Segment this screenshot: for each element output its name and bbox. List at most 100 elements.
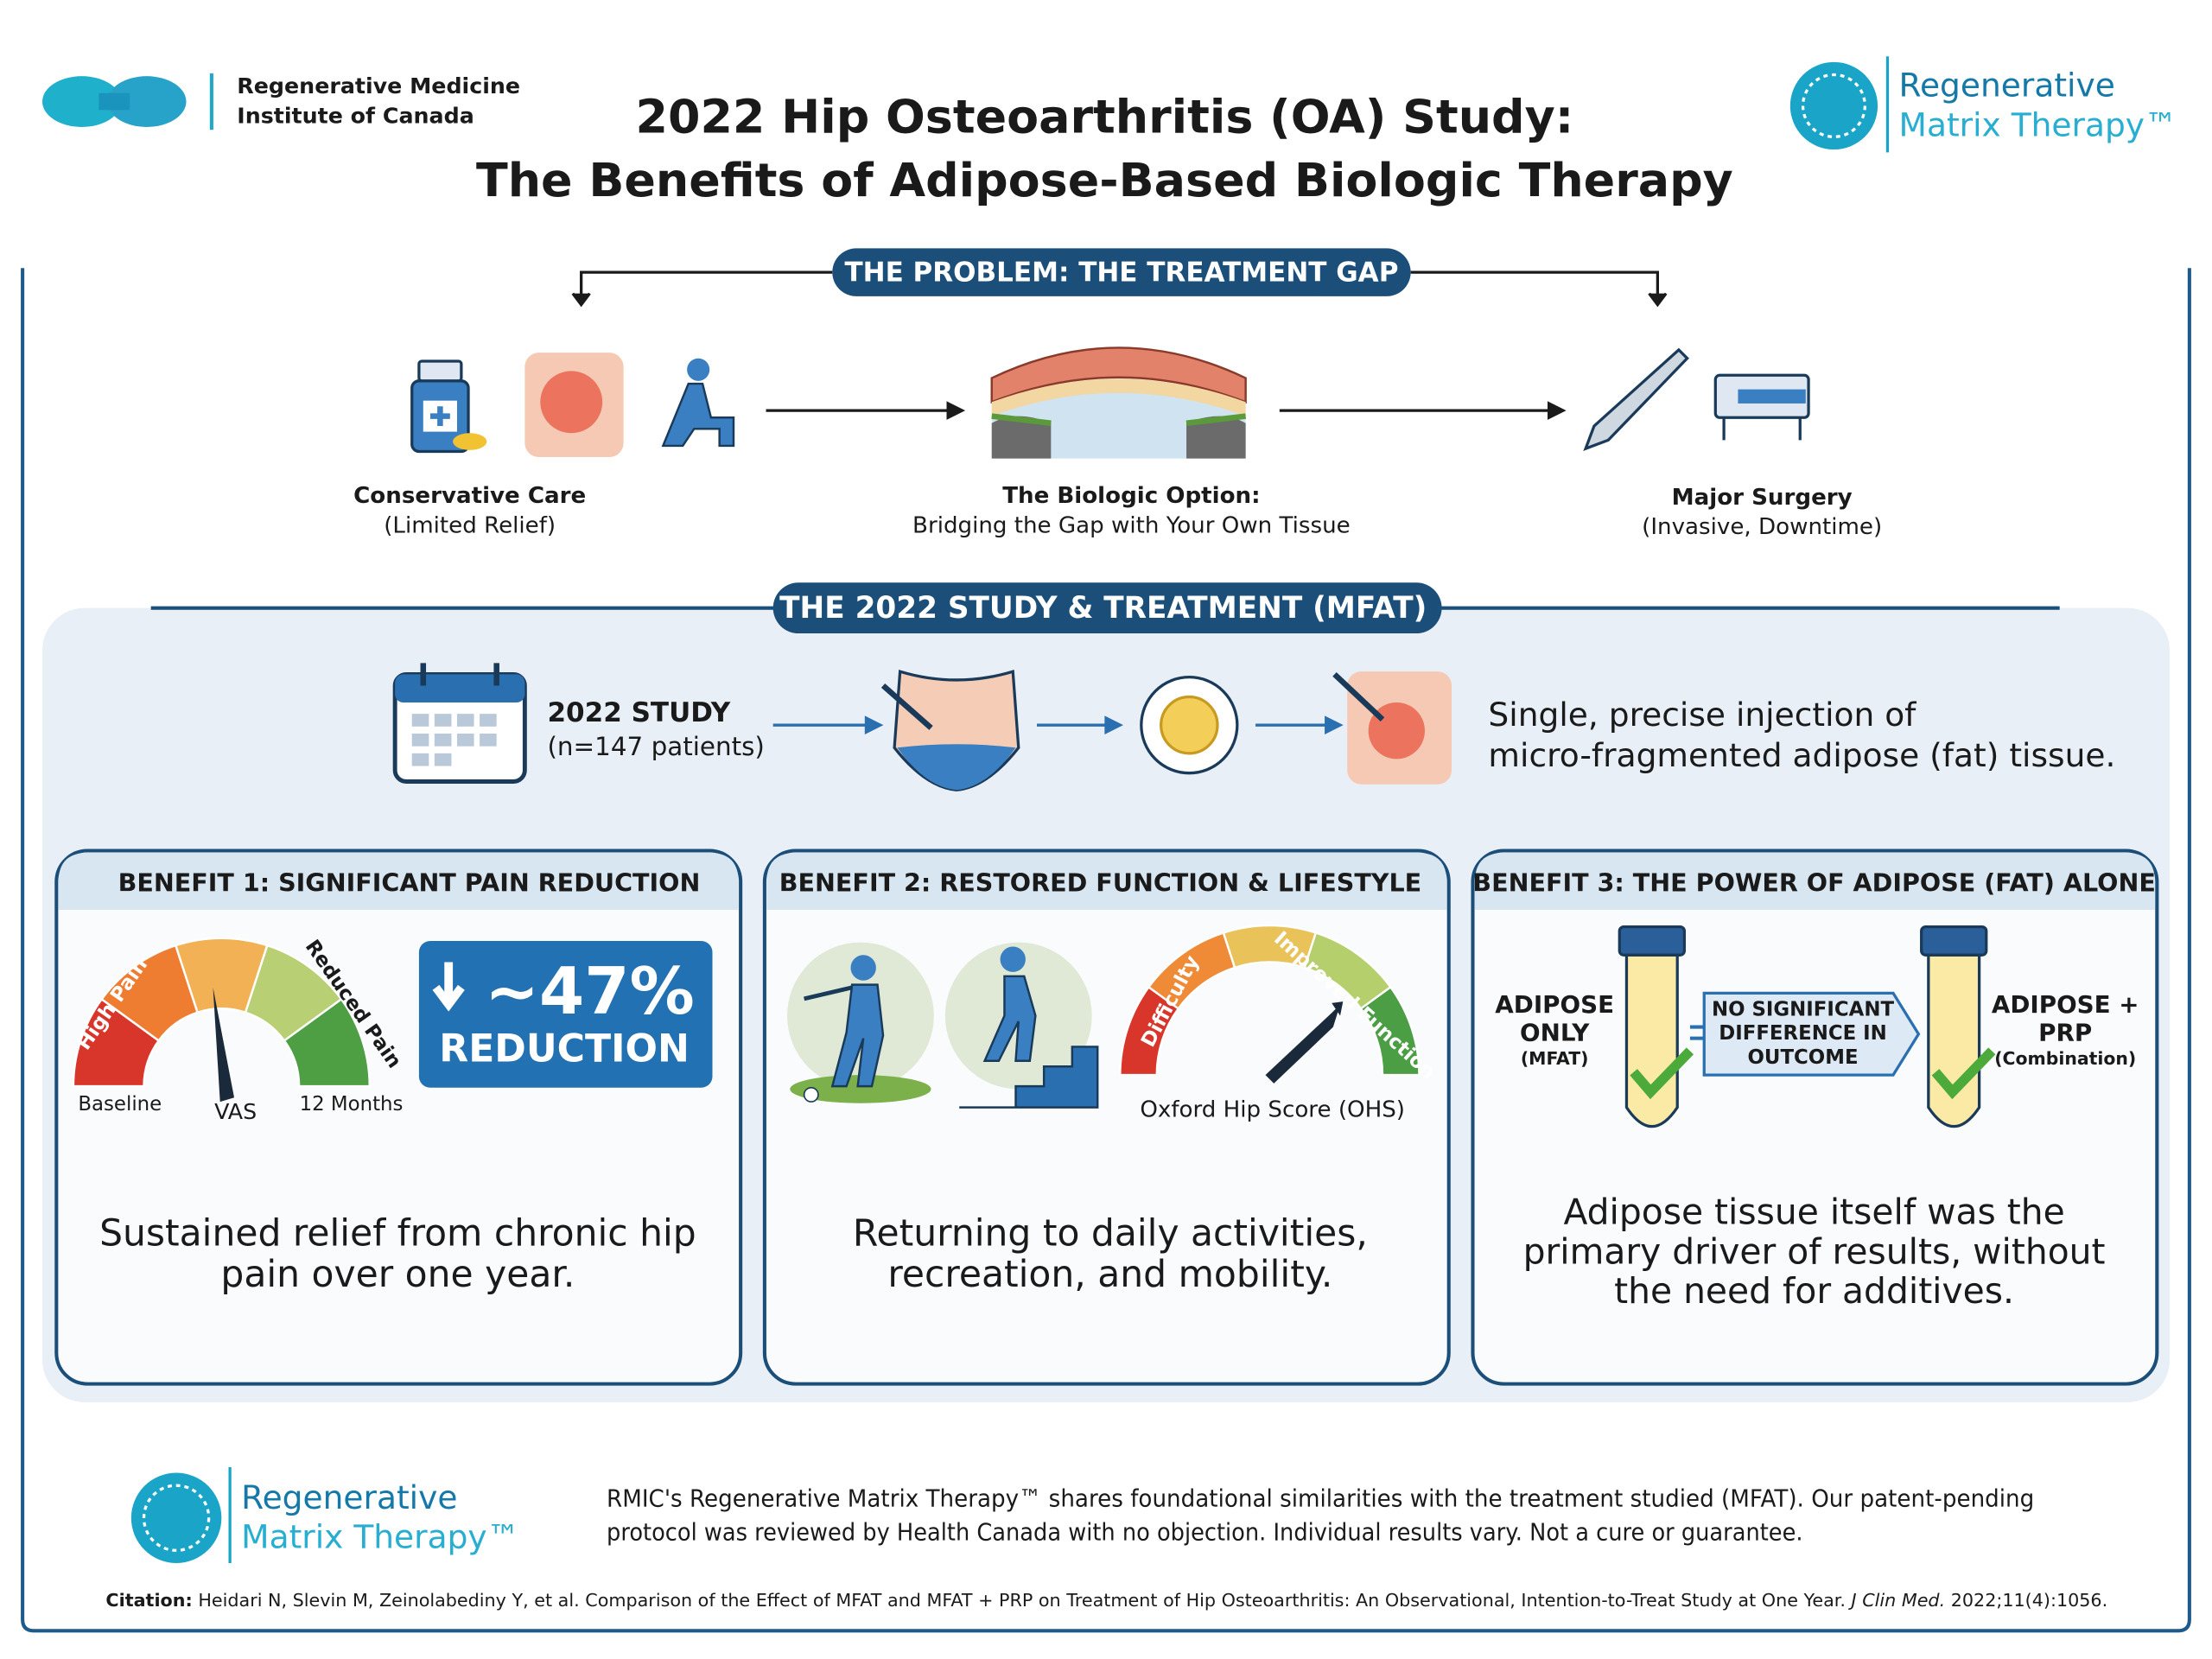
study-icons-part	[880, 683, 933, 730]
comparison-result: DIFFERENCE IN	[1719, 1022, 1887, 1045]
stat-box	[418, 940, 713, 1088]
conservative-care-icons-part	[417, 359, 463, 383]
benefit-text: the need for additives.	[1614, 1270, 2014, 1312]
benefit-card-part	[1474, 852, 2155, 911]
pain-gauge	[72, 937, 371, 1088]
brand-logo-part	[1801, 73, 1866, 138]
gauge-needle	[1265, 1001, 1344, 1084]
option-title: Major Surgery	[1672, 485, 1853, 511]
disclaimer: protocol was reviewed by Health Canada w…	[607, 1518, 1802, 1547]
benefit-card	[762, 849, 1451, 1386]
problem-arrows-part	[946, 401, 966, 420]
activity-icons-part	[1000, 946, 1026, 972]
study-icons-part-part	[411, 714, 429, 727]
activity-icons	[787, 942, 1099, 1109]
study-icons-part	[411, 714, 497, 766]
study-icons-part-part	[411, 733, 429, 747]
conservative-care-icons-part	[453, 433, 487, 450]
org-name: Regenerative Medicine	[237, 73, 520, 99]
comparison-label: ONLY	[1520, 1019, 1590, 1047]
activity-icons-part	[959, 1046, 1099, 1109]
conservative-care-icons	[410, 353, 735, 457]
benefit-card-part	[58, 852, 739, 911]
comparison-label: ADIPOSE +	[1992, 990, 2139, 1019]
org-name: Institute of Canada	[237, 104, 474, 129]
benefit-text: primary driver of results, without	[1523, 1230, 2106, 1272]
title: 2022 Hip Osteoarthritis (OA) Study:	[636, 89, 1574, 143]
option-note: (Invasive, Downtime)	[1642, 514, 1882, 540]
section-pill	[832, 248, 1411, 296]
study-icons-part	[395, 674, 525, 703]
study-label: 2022 STUDY	[547, 697, 730, 728]
footer-logo: Regenerative Matrix Therapy™	[130, 1466, 519, 1563]
surgery-icons	[1583, 347, 1810, 451]
benefit-text: Adipose tissue itself was the	[1563, 1192, 2064, 1233]
org-logo: Regenerative Medicine Institute of Canad…	[41, 73, 520, 130]
problem-arrows	[571, 270, 1668, 420]
option-title: Conservative Care	[353, 483, 586, 509]
gauge-segment	[283, 997, 371, 1088]
gauge-needle	[213, 987, 235, 1103]
benefit-text: Returning to daily activities,	[853, 1213, 1368, 1255]
section-heading: THE 2022 STUDY & TREATMENT (MFAT)	[779, 591, 1427, 626]
gauge-segment	[1359, 985, 1421, 1077]
citation-label: Citation:	[105, 1590, 192, 1611]
disclaimer: RMIC's Regenerative Matrix Therapy™ shar…	[607, 1484, 2034, 1513]
study-patients: (n=147 patients)	[547, 732, 764, 761]
surgery-icons-part	[1583, 347, 1689, 451]
benefit-text: Sustained relief from chronic hip	[99, 1213, 696, 1255]
study-icons-part	[1160, 695, 1219, 755]
title: The Benefits of Adipose-Based Biologic T…	[476, 153, 1733, 207]
down-arrow	[432, 962, 465, 1012]
conservative-care-icons-part	[661, 382, 735, 448]
conservative-care-icons-part	[687, 358, 710, 381]
gauge-label: Oxford Hip Score (OHS)	[1140, 1096, 1405, 1122]
problem-arrows-part	[1548, 401, 1567, 420]
bridge-icon	[990, 346, 1247, 459]
activity-icons-part	[803, 1086, 819, 1103]
problem-arrows-part	[1410, 270, 1659, 300]
conservative-care-icons-part	[429, 406, 450, 427]
test-tubes-part	[1689, 1025, 1705, 1040]
benefit-text: pain over one year.	[220, 1254, 575, 1296]
activity-icons-part	[830, 983, 885, 1088]
problem-arrows-part	[571, 292, 591, 308]
activity-icons-part	[804, 985, 853, 1001]
comparison-result: NO SIGNIFICANT	[1712, 998, 1894, 1020]
brand-name: Matrix Therapy™	[1899, 105, 2177, 143]
study-description: Single, precise injection of	[1488, 696, 1916, 734]
gauge-label: VAS	[214, 1099, 257, 1124]
brand-name: Regenerative	[241, 1478, 457, 1516]
section-pill	[772, 582, 1442, 634]
bridge-icon-part	[991, 378, 1246, 416]
citation-text: Heidari N, Slevin M, Zeinolabediny Y, et…	[198, 1590, 1846, 1611]
brand-name: Regenerative	[1899, 67, 2115, 105]
brand-name: Matrix Therapy™	[241, 1518, 519, 1556]
conservative-care-icons-part	[540, 371, 603, 434]
function-gauge	[1119, 924, 1421, 1077]
activity-icons-part	[982, 975, 1037, 1062]
stat-value: ~47%	[485, 953, 695, 1029]
study-icons-part-part	[434, 714, 452, 727]
study-icons-part-part	[480, 714, 497, 727]
activity-icons-part	[850, 955, 876, 981]
test-tubes-part	[1630, 1047, 1694, 1100]
brand-logo: Regenerative Matrix Therapy™	[1789, 56, 2177, 153]
study-icons	[392, 663, 1452, 791]
problem-arrows-part	[1648, 292, 1668, 308]
activity-icons-part	[790, 1075, 931, 1103]
comparison-label: ADIPOSE	[1495, 990, 1614, 1019]
study-icons-part-part	[456, 714, 474, 727]
study-icons-part	[772, 715, 1344, 734]
benefit-heading: BENEFIT 3: THE POWER OF ADIPOSE (FAT) AL…	[1472, 868, 2156, 898]
footer-logo-part	[142, 1484, 211, 1552]
option-note: (Limited Relief)	[384, 512, 556, 538]
option-title: The Biologic Option:	[1002, 483, 1260, 509]
comparison-result: OUTCOME	[1747, 1046, 1858, 1069]
gauge-label: 12 Months	[300, 1093, 404, 1116]
study-icons-part-part	[480, 733, 497, 747]
benefit-card-part	[762, 849, 1451, 1386]
frame	[21, 268, 2191, 1633]
surgery-icons-part	[1738, 389, 1806, 404]
test-tubes-part	[1927, 953, 1981, 1128]
